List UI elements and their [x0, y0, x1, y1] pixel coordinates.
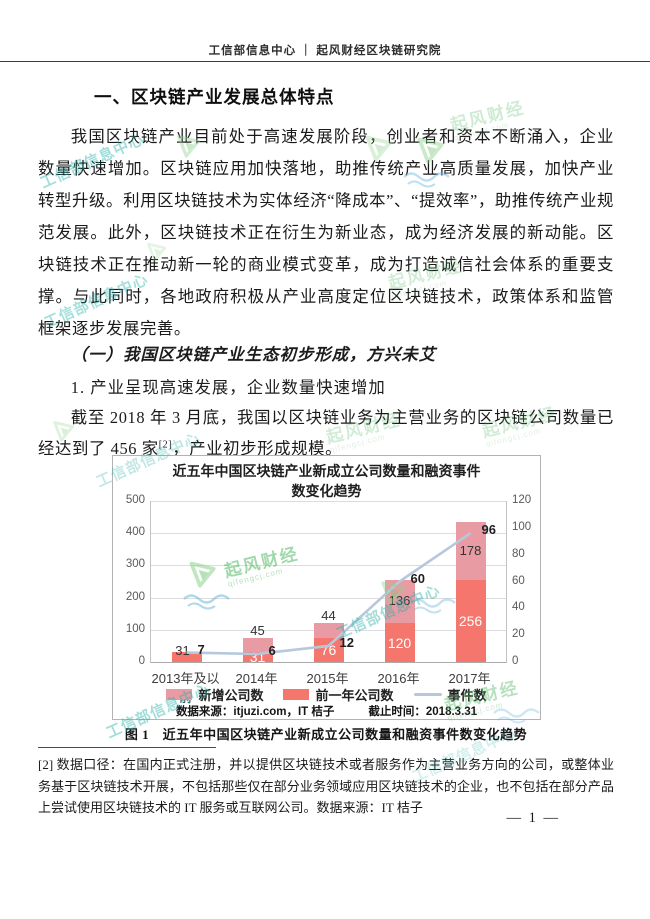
- section-title: 一、区块链产业发展总体特点: [94, 87, 335, 107]
- chart-bar-label: 178: [459, 542, 482, 558]
- chart-bar-segment-previous: [455, 579, 486, 662]
- right-axis-tick: 100: [512, 520, 532, 533]
- legend-item: 前一年公司数: [283, 685, 394, 704]
- page-number: — 1 —: [506, 810, 560, 826]
- chart-title: 近五年中国区块链产业新成立公司数量和融资事件 数变化趋势: [113, 461, 540, 501]
- chart-figure: 近五年中国区块链产业新成立公司数量和融资事件 数变化趋势 31 31 45 76 44 1…: [112, 455, 541, 720]
- left-axis-tick: 400: [125, 526, 145, 539]
- chart-cutoff-date: 截止时间：2018.3.31: [368, 706, 478, 718]
- chart-source-row: 数据来源：itjuzi.com，IT 桔子 截止时间：2018.3.31: [113, 703, 540, 719]
- footnote-text: [2] 数据口径：在国内正式注册，并以提供区块链技术或者服务作为主营业务方向的公…: [38, 757, 614, 815]
- right-axis-tick: 0: [512, 655, 519, 667]
- legend-color-swatch: [166, 689, 193, 700]
- chart-plot-area: 31 31 45 76 44 120 136 256 178 7 6 12 60 96: [150, 501, 507, 665]
- chart-bar-label: 31: [175, 643, 190, 659]
- legend-item: 事件数: [413, 685, 487, 704]
- chart-bar-segment-new: [455, 522, 486, 580]
- legend-line-swatch: [413, 693, 442, 696]
- category-label: 2014年: [235, 671, 278, 686]
- chart-title-line1: 近五年中国区块链产业新成立公司数量和融资事件: [172, 463, 481, 479]
- chart-bar-segment-new: [384, 579, 415, 624]
- legend-item: 新增公司数: [166, 685, 263, 704]
- right-axis-tick: 40: [512, 601, 525, 614]
- right-axis-tick: 80: [512, 547, 525, 560]
- paragraph-company-count-tail: ，产业初步形成规模。: [172, 439, 343, 458]
- point-title: 1. 产业呈现高速发展，企业数量快速增加: [70, 378, 386, 397]
- chart-line-label: 7: [197, 641, 205, 657]
- chart-bar-segment-new: [242, 637, 273, 652]
- chart-bar-label: 136: [388, 593, 411, 609]
- header-rule: [0, 61, 650, 62]
- chart-events-line: [186, 532, 472, 656]
- footnote-ref: [2]: [158, 439, 173, 451]
- right-axis-tick: 120: [512, 494, 532, 506]
- chart-bar-segment-previous: [384, 623, 415, 662]
- left-axis-tick: 100: [125, 622, 145, 635]
- chart-source: 数据来源：itjuzi.com，IT 桔子: [175, 706, 335, 718]
- chart-bar-segment-new: [313, 623, 344, 638]
- chart-gridline: [151, 533, 506, 535]
- left-axis-tick: 500: [125, 494, 145, 506]
- chart-line-path: [186, 532, 472, 656]
- chart-line-label: 6: [268, 642, 276, 658]
- chart-title-line2: 数变化趋势: [291, 483, 362, 499]
- category-label: 2015年: [306, 671, 349, 686]
- right-axis-tick: 20: [512, 628, 525, 641]
- chart-bar-label: 45: [250, 622, 265, 638]
- category-label: 2016年: [377, 671, 420, 686]
- chart-bar-label: 256: [458, 612, 483, 629]
- chart-bar-segment-previous: [171, 652, 202, 662]
- chart-legend: 新增公司数 前一年公司数 事件数: [113, 685, 540, 704]
- chart-gridline: [151, 501, 506, 502]
- legend-label: 事件数: [447, 688, 487, 703]
- chart-gridline: [151, 597, 506, 599]
- legend-color-swatch: [283, 689, 310, 700]
- right-axis-tick: 60: [512, 574, 525, 587]
- paragraph-company-count: 截至 2018 年 3 月底，我国以区块链业务为主营业务的区块链公司数量已经达到…: [38, 402, 614, 464]
- chart-bar-segment-previous: [313, 637, 344, 662]
- left-axis-tick: 200: [125, 590, 145, 603]
- chart-line-label: 60: [410, 570, 425, 586]
- figure-caption: 图 1 近五年中国区块链产业新成立公司数量和融资事件数变化趋势: [124, 727, 528, 742]
- left-axis-tick: 300: [125, 558, 145, 571]
- footnote-separator: [38, 747, 216, 748]
- paragraph-company-count-text: 截至 2018 年 3 月底，我国以区块链业务为主营业务的区块链公司数量已经达到…: [38, 408, 614, 458]
- chart-gridline: [151, 565, 506, 567]
- chart-bar-label: 120: [387, 634, 412, 651]
- chart-bar-label: 44: [321, 608, 336, 624]
- paragraph-industry-overview: 我国区块链产业目前处于高速发展阶段，创业者和资本不断涌入，企业数量快速增加。区块…: [38, 127, 614, 338]
- legend-label: 新增公司数: [198, 688, 264, 703]
- chart-line-label: 12: [339, 634, 354, 650]
- chart-bar-segment-previous: [242, 652, 273, 662]
- chart-line-label: 96: [481, 522, 496, 538]
- category-label: 2017年: [448, 671, 491, 686]
- subsection-title: （一）我国区块链产业生态初步形成，方兴未艾: [70, 345, 436, 364]
- legend-label: 前一年公司数: [315, 688, 394, 703]
- page-header: 工信部信息中心 ｜ 起风财经区块链研究院: [208, 45, 442, 57]
- left-axis-tick: 0: [138, 655, 145, 667]
